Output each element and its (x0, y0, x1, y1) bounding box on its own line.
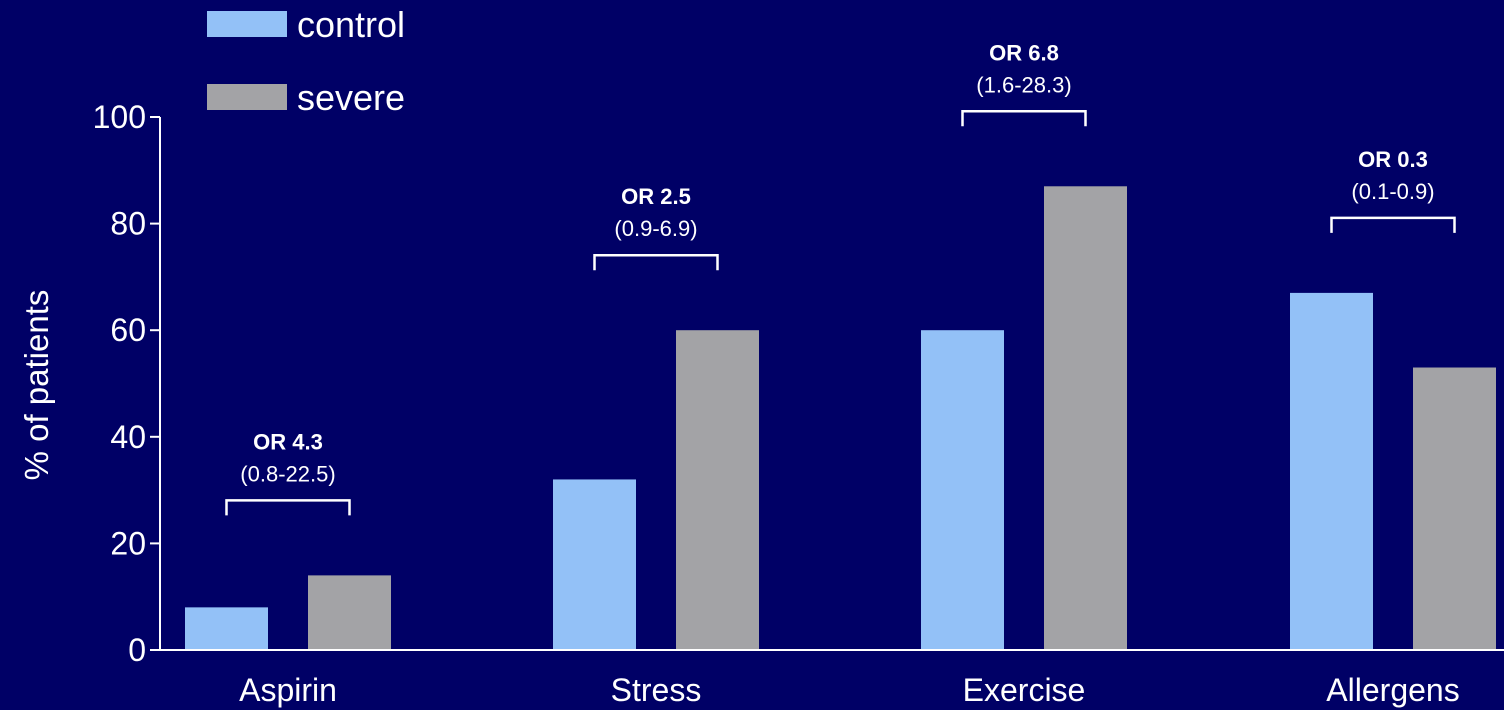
y-tick-label: 100 (93, 99, 146, 135)
bar-control-allergens (1290, 292, 1373, 650)
odds-ratio: OR 6.8 (989, 40, 1059, 65)
odds-ratio: OR 2.5 (621, 184, 691, 209)
bars (185, 186, 1496, 651)
legend-swatch-control (207, 11, 287, 37)
bar-control-exercise (921, 330, 1004, 650)
y-tick-label: 40 (110, 419, 146, 455)
y-axis: 0 20 40 60 80 100 (93, 99, 161, 668)
legend-label-severe: severe (297, 77, 405, 118)
confidence-interval: (0.9-6.9) (614, 216, 697, 241)
odds-ratio-annotations: (0.8-22.5) OR 4.3 (0.9-6.9) OR 2.5 (1.6-28.3… (225, 40, 1456, 516)
bar-control-aspirin (185, 607, 268, 650)
x-tick-label: Stress (611, 672, 702, 708)
bar-severe-allergens (1413, 367, 1496, 650)
confidence-interval: (0.8-22.5) (240, 461, 335, 486)
bracket (225, 499, 351, 516)
y-axis-label: % of patients (18, 290, 55, 481)
legend-label-control: control (297, 4, 405, 45)
y-tick-label: 0 (128, 632, 146, 668)
bracket (961, 110, 1087, 127)
confidence-interval: (1.6-28.3) (976, 72, 1071, 97)
bar-severe-exercise (1044, 186, 1127, 651)
x-tick-label: Exercise (963, 672, 1086, 708)
odds-ratio: OR 0.3 (1358, 147, 1428, 172)
odds-ratio: OR 4.3 (253, 429, 323, 454)
bar-severe-stress (676, 330, 759, 650)
legend: control severe (207, 4, 405, 118)
confidence-interval: (0.1-0.9) (1351, 179, 1434, 204)
bar-control-stress (553, 479, 636, 650)
bracket (1330, 216, 1456, 233)
x-axis: Aspirin Stress Exercise Allergens (160, 649, 1504, 708)
x-tick-label: Aspirin (239, 672, 337, 708)
bar-severe-aspirin (308, 575, 391, 650)
y-tick-label: 80 (110, 206, 146, 242)
x-tick-label: Allergens (1326, 672, 1459, 708)
y-tick-label: 60 (110, 312, 146, 348)
legend-swatch-severe (207, 84, 287, 110)
y-tick-label: 20 (110, 525, 146, 561)
bracket (593, 253, 719, 271)
